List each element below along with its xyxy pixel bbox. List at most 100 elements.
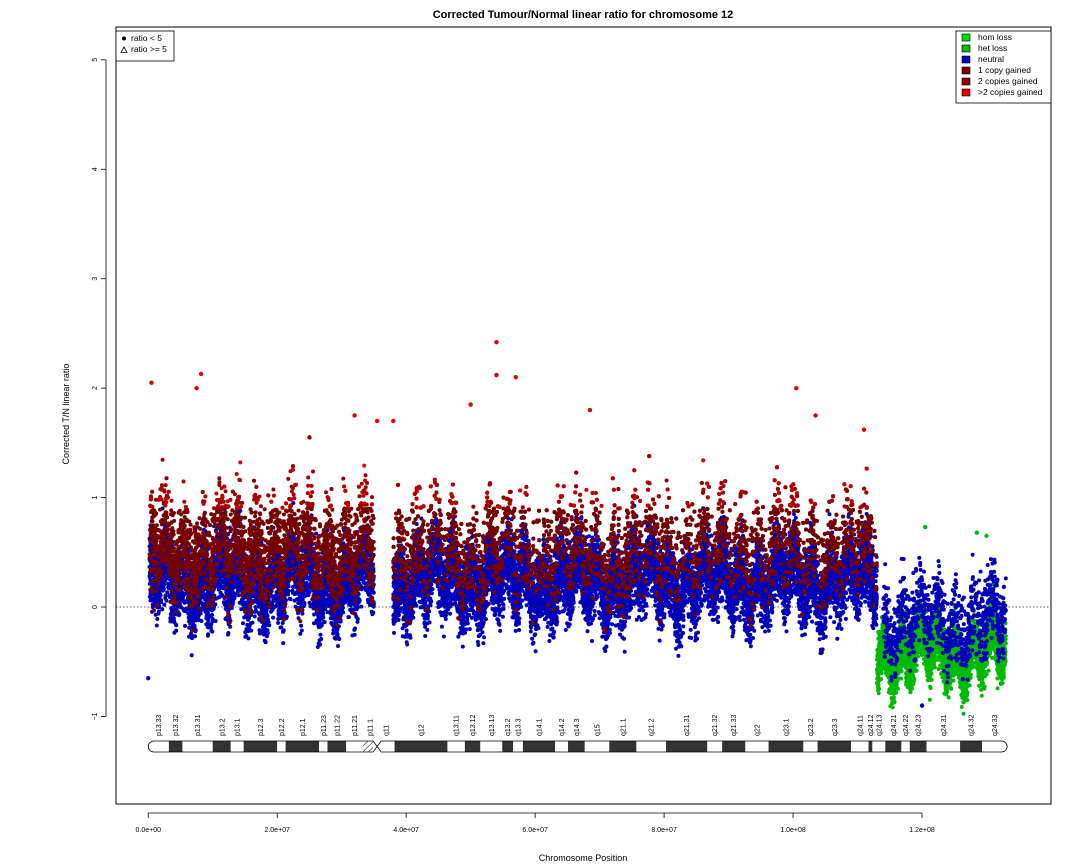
data-point [160, 607, 164, 611]
data-point [191, 620, 195, 624]
data-point [264, 611, 268, 615]
data-point [192, 624, 196, 628]
data-point [309, 570, 313, 574]
data-point [157, 590, 161, 594]
data-point [276, 621, 280, 625]
data-point [232, 574, 236, 578]
data-point [183, 624, 187, 628]
data-point [162, 603, 166, 607]
data-point [339, 620, 343, 624]
data-point [350, 634, 354, 638]
data-points [146, 340, 1008, 716]
data-point [263, 615, 267, 619]
data-point [261, 629, 265, 633]
data-point [279, 625, 283, 629]
data-point [149, 594, 153, 598]
data-point [246, 636, 250, 640]
chart-title: Corrected Tumour/Normal linear ratio for… [433, 9, 734, 21]
data-point [370, 612, 374, 616]
data-point [190, 653, 194, 657]
data-point [302, 604, 306, 608]
data-point [218, 595, 222, 599]
data-point [366, 591, 370, 595]
data-point [173, 606, 177, 610]
data-point [164, 599, 168, 603]
data-point [236, 588, 240, 592]
data-point [171, 616, 175, 620]
data-point [359, 605, 363, 609]
data-point [229, 596, 233, 600]
data-point [357, 581, 361, 585]
data-point [298, 632, 302, 636]
data-point [154, 596, 158, 600]
data-point [157, 612, 161, 616]
data-point [281, 641, 285, 645]
data-point [271, 598, 275, 602]
data-point [207, 593, 211, 597]
data-point [317, 642, 321, 646]
data-point [356, 620, 360, 624]
data-point [235, 582, 239, 586]
data-point [182, 609, 186, 613]
data-point [337, 609, 341, 613]
data-point [366, 600, 370, 604]
data-point [289, 572, 293, 576]
data-point [346, 615, 350, 619]
data-point [148, 582, 152, 586]
data-point [284, 590, 288, 594]
data-point [168, 619, 172, 623]
data-point [308, 566, 312, 570]
data-point [279, 610, 283, 614]
data-point [165, 590, 169, 594]
x-axis-label: Chromosome Position [539, 853, 628, 863]
data-point [242, 601, 246, 605]
data-point [293, 599, 297, 603]
data-point [219, 566, 223, 570]
data-point [181, 596, 185, 600]
data-point [209, 629, 213, 633]
data-point [230, 585, 234, 589]
data-point [319, 590, 323, 594]
data-point [190, 634, 194, 638]
data-point [243, 630, 247, 634]
data-point [251, 621, 255, 625]
data-point [159, 598, 163, 602]
data-point [192, 615, 196, 619]
data-point [317, 624, 321, 628]
data-point [266, 618, 270, 622]
data-point [201, 607, 205, 611]
data-point [279, 606, 283, 610]
data-point [183, 601, 187, 605]
data-point [299, 624, 303, 628]
data-point [253, 614, 257, 618]
data-point [341, 606, 345, 610]
data-point [233, 592, 237, 596]
data-point [201, 602, 205, 606]
data-point [319, 633, 323, 637]
data-point [155, 624, 159, 628]
data-point [226, 631, 230, 635]
data-point [242, 616, 246, 620]
data-point [281, 621, 285, 625]
data-point [322, 620, 326, 624]
data-point [263, 639, 267, 643]
data-point [307, 593, 311, 597]
y-axis-label: Corrected T/N linear ratio [61, 364, 71, 465]
data-point [332, 629, 336, 633]
data-point [235, 472, 239, 476]
data-point [270, 594, 274, 598]
data-point [206, 634, 210, 638]
data-point [249, 629, 253, 633]
data-point [276, 596, 280, 600]
data-point [305, 581, 309, 585]
data-point [308, 604, 312, 608]
data-point [206, 621, 210, 625]
data-point [333, 613, 337, 617]
data-point [300, 629, 304, 633]
data-point [271, 616, 275, 620]
data-point [198, 590, 202, 594]
data-point [174, 623, 178, 627]
data-point [336, 644, 340, 648]
data-point [217, 588, 221, 592]
